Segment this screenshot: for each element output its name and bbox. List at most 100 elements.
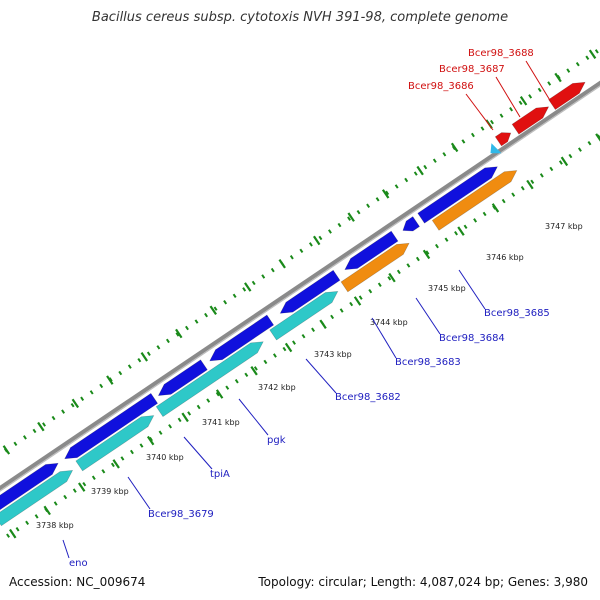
tick-mark bbox=[482, 211, 487, 217]
tick-mark bbox=[139, 443, 144, 448]
major-tick-mark bbox=[312, 235, 321, 246]
gene-label: Bcer98_3683 bbox=[395, 357, 461, 368]
tick-mark bbox=[499, 113, 504, 118]
gene-label: Bcer98_3682 bbox=[335, 392, 401, 403]
gene-leader-line bbox=[465, 93, 494, 131]
tick-mark bbox=[406, 263, 411, 268]
major-tick-mark bbox=[416, 165, 424, 176]
tick-mark bbox=[518, 100, 523, 106]
tick-mark bbox=[156, 345, 161, 350]
gene-bcer98-3682 bbox=[279, 269, 341, 314]
gene-leader-line bbox=[371, 317, 397, 359]
tick-mark bbox=[118, 370, 123, 376]
major-tick-mark bbox=[353, 296, 362, 306]
genome-backbone bbox=[0, 80, 600, 491]
gene-pgk bbox=[209, 314, 275, 362]
tick-mark bbox=[387, 276, 392, 281]
tick-mark bbox=[480, 126, 485, 131]
tick-mark bbox=[175, 332, 180, 337]
gene-bcer98-3679-row2 bbox=[75, 415, 155, 472]
major-tick-mark bbox=[284, 342, 293, 353]
tick-mark bbox=[261, 274, 266, 279]
tick-mark bbox=[196, 404, 201, 410]
tick-mark bbox=[375, 197, 380, 202]
major-tick-mark bbox=[37, 421, 45, 432]
tick-mark bbox=[366, 203, 371, 208]
tick-mark bbox=[63, 494, 68, 500]
tick-mark bbox=[187, 411, 192, 416]
tick-mark bbox=[520, 186, 525, 191]
tick-mark bbox=[168, 424, 173, 429]
tick-mark bbox=[108, 377, 113, 382]
tick-mark bbox=[130, 449, 134, 455]
gene-bcer98-3683-row2 bbox=[340, 242, 410, 293]
gene-bcer98-3687 bbox=[511, 106, 550, 135]
tick-mark bbox=[251, 280, 256, 286]
gene-label: Bcer98_3687 bbox=[439, 64, 505, 75]
major-tick-mark bbox=[388, 272, 396, 283]
gene-leader-line bbox=[238, 398, 269, 436]
gene-leader-line bbox=[525, 60, 552, 103]
tick-mark bbox=[330, 314, 335, 320]
tick-mark bbox=[347, 216, 351, 221]
tick-mark bbox=[206, 398, 211, 403]
major-tick-mark bbox=[457, 226, 465, 236]
tick-mark bbox=[413, 171, 418, 176]
tick-mark bbox=[463, 224, 468, 230]
major-tick-mark bbox=[422, 249, 431, 260]
tick-mark bbox=[549, 166, 554, 172]
tick-mark bbox=[120, 456, 125, 461]
tick-mark bbox=[292, 340, 296, 345]
scale-label: 3739 kbp bbox=[91, 487, 129, 496]
tick-mark bbox=[234, 379, 239, 384]
tick-mark bbox=[99, 383, 104, 389]
genome-backbone-shadow bbox=[0, 85, 600, 492]
tick-mark bbox=[299, 248, 304, 254]
tick-mark bbox=[358, 295, 363, 300]
map-title: Bacillus cereus subsp. cytotoxis NVH 391… bbox=[91, 10, 509, 25]
gene-label: eno bbox=[69, 558, 88, 569]
gene-tpiA bbox=[157, 359, 208, 396]
scale-label: 3747 kbp bbox=[545, 222, 583, 231]
tick-mark bbox=[501, 198, 506, 204]
tick-mark bbox=[509, 107, 514, 112]
tick-mark bbox=[432, 158, 437, 163]
gene-bcer98-3679 bbox=[64, 392, 159, 460]
tick-mark bbox=[165, 338, 170, 344]
gene-label: Bcer98_3688 bbox=[468, 48, 534, 59]
tick-mark bbox=[594, 49, 599, 54]
tick-mark bbox=[377, 282, 382, 287]
gene-bcer98-3685-row2 bbox=[431, 170, 518, 231]
tick-mark bbox=[577, 147, 582, 152]
tick-mark bbox=[396, 269, 401, 275]
major-tick-mark bbox=[2, 445, 11, 455]
tick-mark bbox=[272, 353, 277, 358]
tick-mark bbox=[308, 242, 313, 247]
scale-label: 3744 kbp bbox=[370, 318, 408, 327]
tick-mark bbox=[356, 209, 361, 215]
tick-mark bbox=[415, 256, 420, 262]
major-tick-mark bbox=[526, 179, 534, 190]
scale-label: 3746 kbp bbox=[486, 253, 524, 262]
major-tick-mark bbox=[140, 352, 149, 362]
tick-mark bbox=[80, 396, 85, 401]
tick-mark bbox=[91, 475, 96, 480]
tick-mark bbox=[89, 390, 94, 395]
scale-label: 3743 kbp bbox=[314, 350, 352, 359]
tick-mark bbox=[32, 428, 37, 434]
gene-pgk-row2 bbox=[269, 291, 339, 341]
tick-mark bbox=[177, 417, 182, 423]
major-tick-mark bbox=[43, 505, 51, 516]
tick-mark bbox=[204, 312, 208, 318]
tick-mark bbox=[558, 160, 563, 165]
tick-mark bbox=[51, 415, 56, 421]
tick-mark bbox=[185, 325, 189, 331]
major-tick-mark bbox=[347, 212, 355, 222]
tick-mark bbox=[232, 293, 237, 299]
gene-leader-line bbox=[183, 436, 213, 470]
tick-mark bbox=[394, 184, 399, 189]
tick-mark bbox=[575, 61, 580, 67]
tick-mark bbox=[442, 152, 447, 157]
tick-mark bbox=[337, 222, 342, 228]
